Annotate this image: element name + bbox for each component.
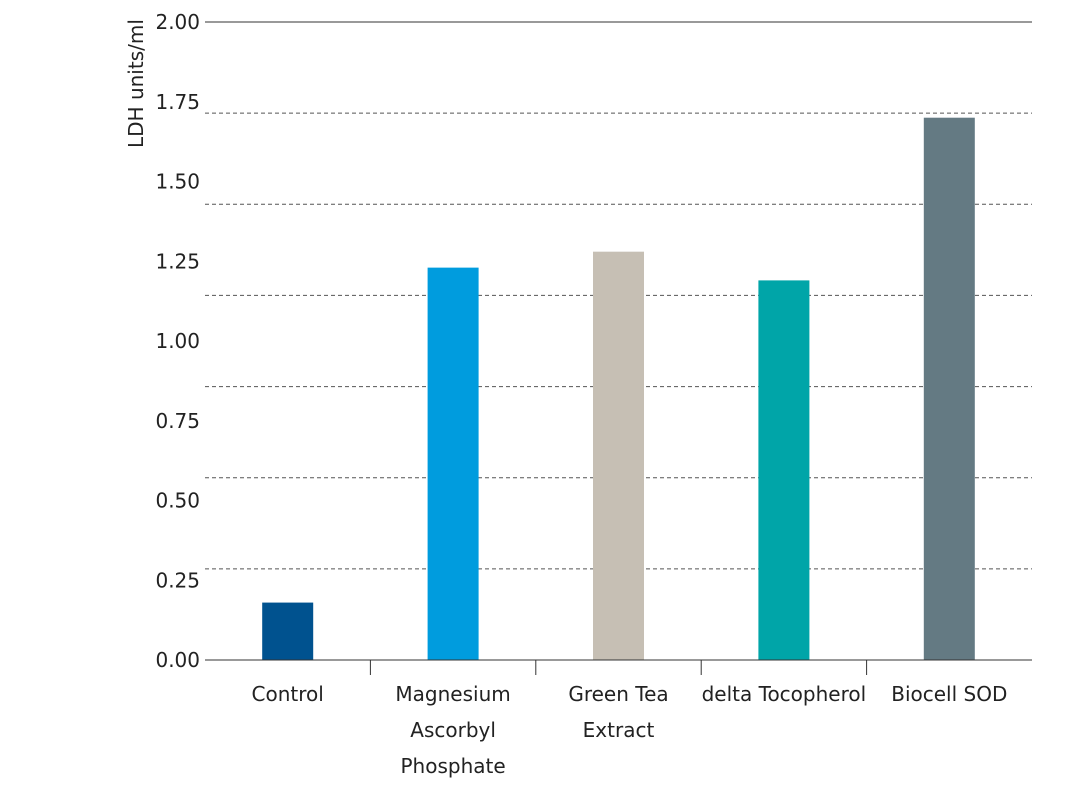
x-category-label: Phosphate [401, 754, 506, 778]
x-category-label: Green Tea [568, 682, 668, 706]
bar [593, 251, 644, 660]
y-tick-label: 1.75 [155, 90, 200, 114]
bar [923, 117, 975, 660]
y-tick-label: 0.25 [155, 568, 200, 592]
x-category-label: Control [252, 682, 324, 706]
y-tick-label: 0.00 [155, 648, 200, 672]
axes [205, 659, 1032, 675]
bar [758, 280, 810, 660]
x-category-label: Ascorbyl [410, 718, 496, 742]
y-tick-label: 0.75 [155, 409, 200, 433]
labels: 0.00 0.25 0.50 0.75 1.00 1.25 1.50 1.75 2.00 Cont… [155, 10, 1007, 778]
x-category-label: Extract [583, 718, 655, 742]
y-tick-label: 0.50 [155, 489, 200, 513]
x-category-label: delta Tocopherol [702, 682, 867, 706]
y-tick-label: 1.50 [155, 170, 200, 194]
y-tick-label: 1.00 [155, 329, 200, 353]
x-category-label: Magnesium [395, 682, 510, 706]
y-tick-label: 2.00 [155, 10, 200, 34]
bars [262, 117, 975, 660]
y-axis-title: LDH units/ml [124, 19, 148, 148]
bar [427, 267, 479, 660]
x-category-label: Biocell SOD [891, 682, 1007, 706]
bar [262, 602, 314, 660]
y-tick-label: 1.25 [155, 249, 200, 273]
